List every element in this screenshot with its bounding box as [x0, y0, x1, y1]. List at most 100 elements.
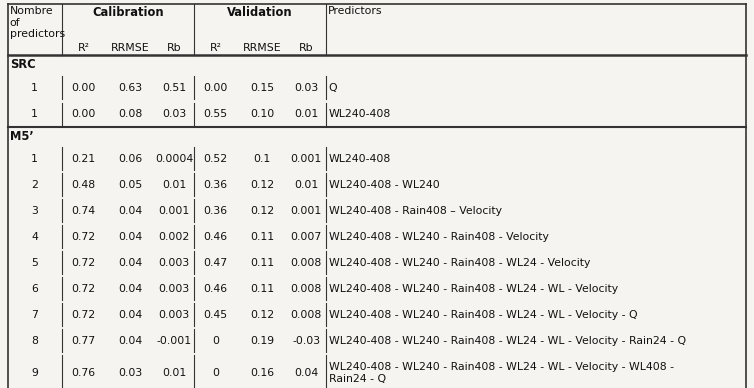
Text: WL240-408 - WL240 - Rain408 - WL24 - WL - Velocity - WL408 -
Rain24 - Q: WL240-408 - WL240 - Rain408 - WL24 - WL …	[329, 362, 674, 384]
Text: 0.001: 0.001	[290, 154, 322, 164]
Text: WL240-408 - WL240 - Rain408 - WL24 - WL - Velocity - Rain24 - Q: WL240-408 - WL240 - Rain408 - WL24 - WL …	[329, 336, 686, 346]
Text: 0.1: 0.1	[253, 154, 271, 164]
Text: 0.47: 0.47	[204, 258, 228, 268]
Text: 0.04: 0.04	[118, 336, 143, 346]
Text: 0.003: 0.003	[158, 258, 190, 268]
Text: 0.72: 0.72	[72, 258, 96, 268]
Text: 0.01: 0.01	[294, 180, 318, 190]
Text: Validation: Validation	[227, 6, 293, 19]
Text: 0.46: 0.46	[204, 232, 228, 242]
Text: 4: 4	[31, 232, 38, 242]
Text: 0.03: 0.03	[118, 368, 143, 378]
Text: 0.08: 0.08	[118, 109, 143, 119]
Text: WL240-408 - WL240 - Rain408 - Velocity: WL240-408 - WL240 - Rain408 - Velocity	[329, 232, 549, 242]
Text: 0.76: 0.76	[72, 368, 96, 378]
Text: WL240-408 - WL240 - Rain408 - WL24 - Velocity: WL240-408 - WL240 - Rain408 - WL24 - Vel…	[329, 258, 590, 268]
Text: 0.19: 0.19	[250, 336, 274, 346]
Text: 0: 0	[212, 368, 219, 378]
Text: 0.04: 0.04	[118, 232, 143, 242]
Text: RRMSE: RRMSE	[243, 43, 281, 53]
Text: WL240-408: WL240-408	[329, 109, 391, 119]
Text: Q: Q	[329, 83, 337, 93]
Text: 0.46: 0.46	[204, 284, 228, 294]
Text: 0.36: 0.36	[204, 180, 228, 190]
Text: 0.0004: 0.0004	[155, 154, 193, 164]
Text: 5: 5	[31, 258, 38, 268]
Text: 0.05: 0.05	[118, 180, 143, 190]
Text: 0.11: 0.11	[250, 232, 274, 242]
Text: 0.01: 0.01	[162, 180, 186, 190]
Text: M5’: M5’	[10, 130, 33, 143]
Text: 7: 7	[31, 310, 38, 320]
Text: 0.12: 0.12	[250, 310, 274, 320]
Text: WL240-408 - WL240 - Rain408 - WL24 - WL - Velocity - Q: WL240-408 - WL240 - Rain408 - WL24 - WL …	[329, 310, 637, 320]
Text: 0.72: 0.72	[72, 310, 96, 320]
Text: 0.45: 0.45	[204, 310, 228, 320]
Text: 0.63: 0.63	[118, 83, 142, 93]
Text: Rb: Rb	[167, 43, 182, 53]
Text: 3: 3	[31, 206, 38, 216]
Text: 0.55: 0.55	[204, 109, 228, 119]
Text: WL240-408 - WL240: WL240-408 - WL240	[329, 180, 440, 190]
Text: 0.11: 0.11	[250, 284, 274, 294]
Text: 0.52: 0.52	[204, 154, 228, 164]
Text: -0.03: -0.03	[292, 336, 320, 346]
Text: 0.12: 0.12	[250, 180, 274, 190]
Text: WL240-408 - WL240 - Rain408 - WL24 - WL - Velocity: WL240-408 - WL240 - Rain408 - WL24 - WL …	[329, 284, 618, 294]
Text: 0.00: 0.00	[72, 109, 96, 119]
Text: -0.001: -0.001	[157, 336, 192, 346]
Text: 0.15: 0.15	[250, 83, 274, 93]
Text: 0.001: 0.001	[158, 206, 190, 216]
Text: 0.008: 0.008	[290, 310, 322, 320]
Text: 0.04: 0.04	[118, 284, 143, 294]
Text: 0.10: 0.10	[250, 109, 274, 119]
Text: 0.03: 0.03	[294, 83, 318, 93]
Text: 0.00: 0.00	[72, 83, 96, 93]
Text: 0.06: 0.06	[118, 154, 143, 164]
Text: 0.007: 0.007	[290, 232, 322, 242]
Text: 0.04: 0.04	[118, 258, 143, 268]
Text: 0.16: 0.16	[250, 368, 274, 378]
Text: 0.00: 0.00	[204, 83, 228, 93]
Text: 9: 9	[31, 368, 38, 378]
Text: Nombre
of
predictors: Nombre of predictors	[10, 6, 65, 40]
Text: 0.04: 0.04	[118, 310, 143, 320]
Text: RRMSE: RRMSE	[111, 43, 149, 53]
Text: 0.12: 0.12	[250, 206, 274, 216]
Text: 0.04: 0.04	[118, 206, 143, 216]
Text: 0.11: 0.11	[250, 258, 274, 268]
Text: Rb: Rb	[299, 43, 314, 53]
Text: R²: R²	[78, 43, 90, 53]
Text: 8: 8	[31, 336, 38, 346]
Text: 1: 1	[31, 83, 38, 93]
Text: 0.008: 0.008	[290, 284, 322, 294]
Text: 0.77: 0.77	[72, 336, 96, 346]
Text: Calibration: Calibration	[92, 6, 164, 19]
Text: 0.72: 0.72	[72, 284, 96, 294]
Text: 0.01: 0.01	[162, 368, 186, 378]
Text: WL240-408: WL240-408	[329, 154, 391, 164]
Text: SRC: SRC	[10, 58, 35, 71]
Text: WL240-408 - Rain408 – Velocity: WL240-408 - Rain408 – Velocity	[329, 206, 501, 216]
Text: 0.48: 0.48	[72, 180, 96, 190]
Text: 0.72: 0.72	[72, 232, 96, 242]
Text: 0.002: 0.002	[158, 232, 190, 242]
Text: 0.01: 0.01	[294, 109, 318, 119]
Text: R²: R²	[210, 43, 222, 53]
Text: 0.003: 0.003	[158, 310, 190, 320]
Text: 0.51: 0.51	[162, 83, 186, 93]
Text: 1: 1	[31, 154, 38, 164]
Text: 1: 1	[31, 109, 38, 119]
Text: 6: 6	[31, 284, 38, 294]
Text: Predictors: Predictors	[328, 6, 382, 16]
Text: 0.03: 0.03	[162, 109, 186, 119]
Text: 0: 0	[212, 336, 219, 346]
Text: 0.04: 0.04	[294, 368, 318, 378]
Text: 2: 2	[31, 180, 38, 190]
Text: 0.21: 0.21	[72, 154, 96, 164]
Text: 0.36: 0.36	[204, 206, 228, 216]
Text: 0.001: 0.001	[290, 206, 322, 216]
Text: 0.74: 0.74	[72, 206, 96, 216]
Text: 0.003: 0.003	[158, 284, 190, 294]
Text: 0.008: 0.008	[290, 258, 322, 268]
